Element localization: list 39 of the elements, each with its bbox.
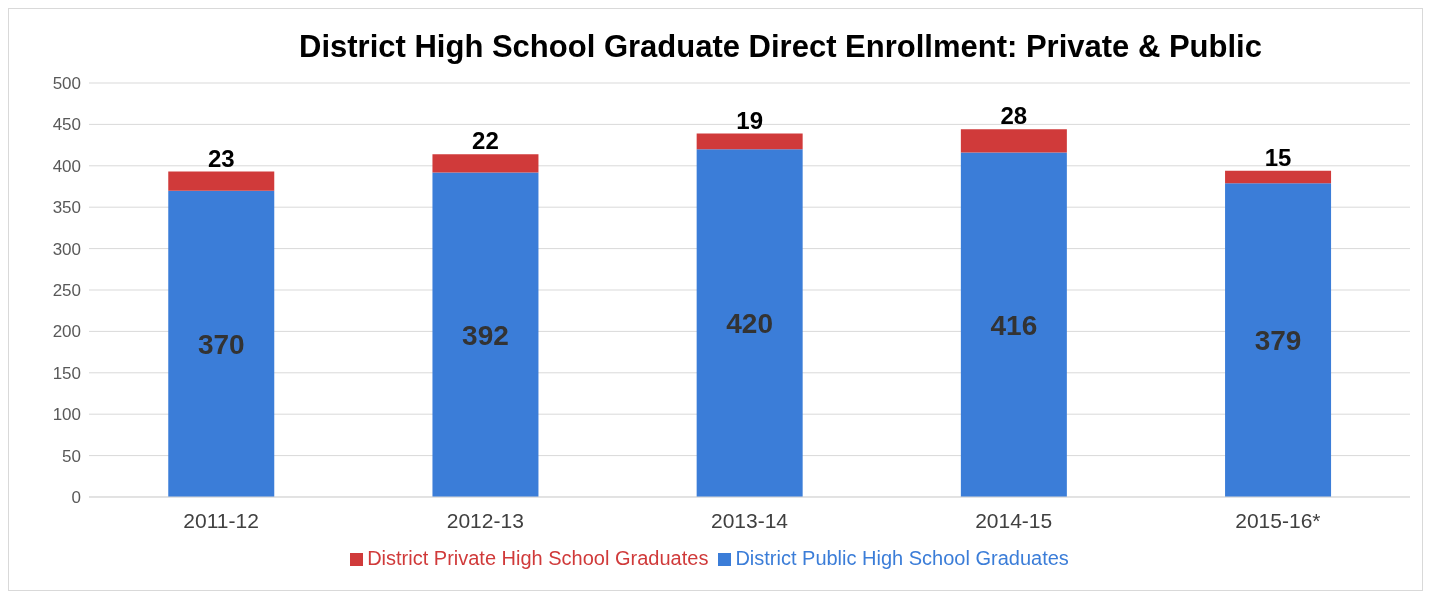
y-tick-label: 50 bbox=[62, 446, 81, 466]
y-tick-label: 500 bbox=[52, 74, 81, 94]
data-label: 420 bbox=[726, 308, 774, 340]
data-label: 28 bbox=[1000, 102, 1028, 130]
y-tick-label: 250 bbox=[52, 281, 81, 301]
data-label: 23 bbox=[207, 144, 235, 172]
bar bbox=[168, 171, 275, 191]
chart-title: District High School Graduate Direct Enrollment: Private & Public bbox=[298, 28, 1263, 65]
bar bbox=[432, 154, 539, 173]
bar bbox=[168, 190, 275, 497]
bar bbox=[696, 133, 803, 150]
bar bbox=[1225, 183, 1332, 497]
data-label: 19 bbox=[736, 106, 764, 134]
data-label: 416 bbox=[990, 309, 1038, 341]
legend-label: District Public High School Graduates bbox=[735, 547, 1069, 569]
data-label: 22 bbox=[472, 127, 499, 155]
bar bbox=[960, 129, 1067, 153]
x-tick-label: 2013-14 bbox=[710, 508, 789, 532]
legend-label: District Private High School Graduates bbox=[367, 547, 709, 569]
data-label: 379 bbox=[1254, 325, 1302, 357]
y-tick-label: 300 bbox=[52, 239, 81, 259]
data-label: 392 bbox=[462, 319, 509, 351]
y-tick-label: 400 bbox=[52, 156, 81, 176]
bar bbox=[432, 172, 539, 497]
y-tick-label: 350 bbox=[52, 198, 81, 218]
bar bbox=[696, 149, 803, 497]
y-tick-label: 0 bbox=[71, 488, 81, 508]
x-tick-label: 2015-16* bbox=[1235, 508, 1321, 532]
y-tick-label: 100 bbox=[52, 405, 81, 425]
bar bbox=[960, 152, 1067, 497]
data-label: 15 bbox=[1264, 143, 1292, 171]
x-tick-label: 2011-12 bbox=[183, 508, 259, 532]
x-tick-label: 2012-13 bbox=[446, 508, 524, 532]
y-tick-label: 150 bbox=[52, 363, 81, 383]
y-tick-label: 450 bbox=[52, 115, 81, 135]
data-label: 370 bbox=[197, 328, 245, 360]
bar bbox=[1225, 170, 1332, 184]
x-tick-label: 2014-15 bbox=[975, 508, 1053, 532]
y-tick-label: 200 bbox=[52, 322, 81, 342]
